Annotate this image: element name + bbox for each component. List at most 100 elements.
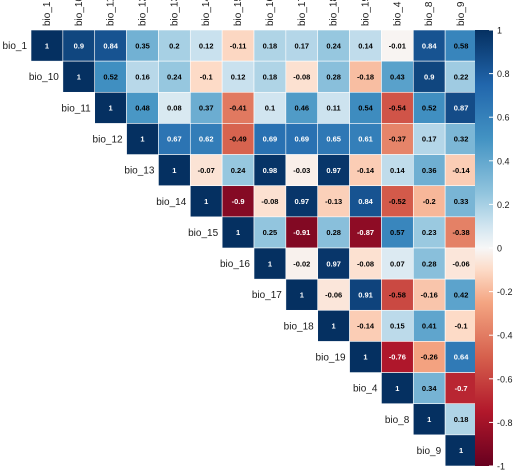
cell-bio_14-bio_14 <box>189 185 223 218</box>
cell-bio_15-bio_4 <box>381 216 414 249</box>
cell-label-bio_16-bio_8: 0.28 <box>422 259 437 268</box>
cell-label-bio_10-bio_15: 0.12 <box>231 72 246 81</box>
cell-label-bio_14-bio_9: 0.33 <box>454 197 469 206</box>
cell-label-bio_11-bio_17: 0.46 <box>294 104 309 113</box>
cell-label-bio_14-bio_15: -0.9 <box>232 197 245 206</box>
cell-label-bio_16-bio_19: -0.08 <box>357 259 374 268</box>
cell-bio_11-bio_4 <box>381 91 414 124</box>
column-label-bio_13: bio_13 <box>169 0 180 26</box>
cell-label-bio_11-bio_19: 0.54 <box>358 104 373 113</box>
cell-bio_18-bio_9 <box>444 309 478 342</box>
cell-label-bio_4-bio_4: 1 <box>395 384 399 393</box>
cell-label-bio_1-bio_16: 0.18 <box>263 41 278 50</box>
cell-label-bio_1-bio_12: 0.35 <box>135 41 150 50</box>
row-label-bio_14: bio_14 <box>156 197 186 208</box>
cell-label-bio_11-bio_12: 0.48 <box>135 104 150 113</box>
cell-label-bio_12-bio_14: 0.62 <box>199 135 214 144</box>
cell-label-bio_1-bio_9: 0.58 <box>454 41 469 50</box>
column-label-bio_17: bio_17 <box>297 0 308 26</box>
cell-label-bio_16-bio_16: 1 <box>268 259 272 268</box>
cell-label-bio_10-bio_8: 0.9 <box>424 72 434 81</box>
cell-label-bio_10-bio_13: 0.24 <box>167 72 182 81</box>
cell-bio_4-bio_8 <box>412 372 446 405</box>
cell-label-bio_10-bio_14: -0.1 <box>200 72 213 81</box>
cell-label-bio_13-bio_4: 0.14 <box>390 166 405 175</box>
cell-label-bio_14-bio_19: 0.84 <box>358 197 373 206</box>
cell-label-bio_11-bio_16: 0.1 <box>265 104 275 113</box>
cell-label-bio_10-bio_16: 0.18 <box>263 72 278 81</box>
row-label-bio_19: bio_19 <box>316 353 346 364</box>
column-labels: bio_1 bio_10 bio_11 bio_12 bio_13 bio_14 bio_1… <box>42 0 467 26</box>
cell-label-bio_19-bio_9: 0.64 <box>454 353 469 362</box>
column-label-bio_12: bio_12 <box>138 0 149 26</box>
cell-label-bio_19-bio_8: -0.26 <box>421 353 438 362</box>
cell-label-bio_17-bio_8: -0.16 <box>421 290 438 299</box>
cell-label-bio_1-bio_17: 0.17 <box>294 41 309 50</box>
cell-label-bio_1-bio_18: 0.24 <box>326 41 341 50</box>
cell-bio_18-bio_18 <box>317 309 350 342</box>
cell-bio_1-bio_9 <box>444 29 478 62</box>
colorbar-legend: 1 0.8 0.6 0.4 0.2 0 -0.2 -0.4 -0.6 -0.8 -1 <box>475 26 513 472</box>
cell-bio_17-bio_17 <box>285 278 319 311</box>
cell-label-bio_16-bio_4: 0.07 <box>390 259 405 268</box>
cell-bio_16-bio_18 <box>317 247 350 280</box>
cell-bio_19-bio_9 <box>444 341 478 373</box>
cell-label-bio_1-bio_13: 0.2 <box>169 41 179 50</box>
cell-label-bio_15-bio_19: -0.87 <box>357 228 374 237</box>
cell-label-bio_15-bio_17: -0.91 <box>293 228 310 237</box>
column-label-bio_14: bio_14 <box>201 0 212 26</box>
cell-label-bio_1-bio_4: -0.01 <box>389 41 406 50</box>
row-label-bio_13: bio_13 <box>124 166 154 177</box>
cell-label-bio_8-bio_8: 1 <box>427 415 431 424</box>
cell-label-bio_1-bio_19: 0.14 <box>358 41 373 50</box>
cell-label-bio_4-bio_8: 0.34 <box>422 384 437 393</box>
column-label-bio_10: bio_10 <box>74 0 85 26</box>
cell-bio_10-bio_14 <box>189 60 223 93</box>
cell-label-bio_1-bio_14: 0.12 <box>199 41 214 50</box>
cell-bio_1-bio_18 <box>317 29 350 62</box>
cell-label-bio_10-bio_10: 1 <box>77 72 81 81</box>
cell-label-bio_18-bio_4: 0.15 <box>390 322 405 331</box>
colorbar-tick-label: -1 <box>497 462 505 472</box>
cell-label-bio_14-bio_14: 1 <box>204 197 208 206</box>
cell-bio_13-bio_16 <box>253 154 287 187</box>
cell-bio_12-bio_4 <box>381 123 414 155</box>
cell-label-bio_18-bio_19: -0.14 <box>357 322 375 331</box>
cell-bio_11-bio_15 <box>221 91 255 124</box>
cell-label-bio_18-bio_8: 0.41 <box>422 322 437 331</box>
row-label-bio_4: bio_4 <box>353 384 378 395</box>
cell-label-bio_13-bio_9: -0.14 <box>453 166 471 175</box>
cell-label-bio_17-bio_17: 1 <box>300 290 304 299</box>
cell-bio_19-bio_19 <box>349 341 382 373</box>
cell-bio_10-bio_12 <box>126 60 159 93</box>
row-label-bio_1: bio_1 <box>3 41 28 52</box>
cell-bio_1-bio_15 <box>221 29 255 62</box>
colorbar-tick-label: 0.8 <box>497 69 510 79</box>
cell-bio_8-bio_8 <box>412 403 446 436</box>
column-label-bio_4: bio_4 <box>392 1 403 26</box>
row-label-bio_9: bio_9 <box>417 446 442 457</box>
cell-bio_19-bio_4 <box>381 341 414 373</box>
cell-label-bio_11-bio_11: 1 <box>109 104 113 113</box>
cell-bio_11-bio_12 <box>126 91 159 124</box>
cell-label-bio_13-bio_13: 1 <box>172 166 176 175</box>
cell-bio_11-bio_16 <box>253 91 287 124</box>
cell-label-bio_1-bio_1: 1 <box>45 41 49 50</box>
cell-bio_13-bio_14 <box>189 154 223 187</box>
cell-label-bio_12-bio_12: 1 <box>140 135 144 144</box>
cell-label-bio_19-bio_4: -0.76 <box>389 353 406 362</box>
cell-label-bio_15-bio_18: 0.28 <box>326 228 341 237</box>
cell-label-bio_12-bio_19: 0.61 <box>358 135 373 144</box>
cell-label-bio_15-bio_15: 1 <box>236 228 240 237</box>
cell-label-bio_10-bio_17: -0.08 <box>293 72 310 81</box>
cell-bio_10-bio_15 <box>221 60 255 93</box>
cell-bio_10-bio_4 <box>381 60 414 93</box>
cell-bio_14-bio_18 <box>317 185 350 218</box>
row-label-bio_11: bio_11 <box>61 103 91 114</box>
cell-label-bio_18-bio_18: 1 <box>332 322 336 331</box>
cell-label-bio_11-bio_13: 0.08 <box>167 104 182 113</box>
cell-bio_18-bio_8 <box>412 309 446 342</box>
cell-label-bio_17-bio_18: -0.06 <box>325 290 342 299</box>
cell-bio_14-bio_17 <box>285 185 319 218</box>
cell-bio_19-bio_8 <box>412 341 446 373</box>
